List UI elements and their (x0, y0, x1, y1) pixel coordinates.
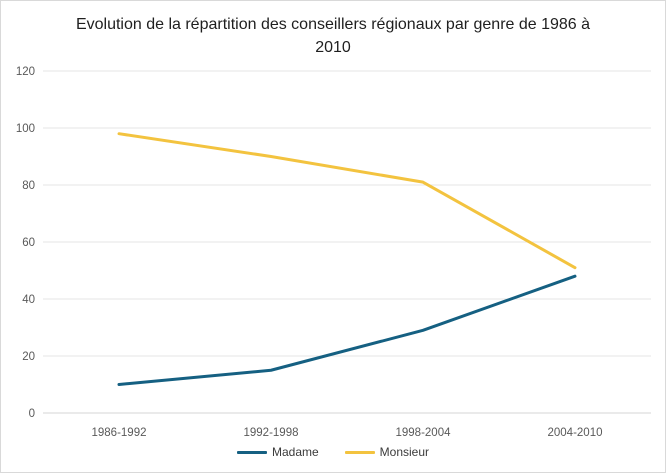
y-tick-label: 40 (22, 294, 35, 306)
legend-label: Monsieur (379, 445, 430, 459)
legend-swatch-madame (236, 450, 267, 454)
chart-legend: Madame Monsieur (1, 445, 665, 459)
y-tick-label: 0 (29, 408, 35, 420)
y-tick-label: 60 (22, 237, 35, 249)
series-line-madame (117, 274, 577, 386)
y-tick-label: 120 (16, 66, 35, 78)
x-tick-label: 1998-2004 (396, 427, 452, 439)
y-tick-label: 20 (22, 351, 35, 363)
legend-item-madame: Madame (236, 445, 319, 459)
legend-item-monsieur: Monsieur (344, 445, 430, 459)
y-tick-label: 100 (16, 123, 35, 135)
line-chart-plot-area: 0 20 40 60 80 100 120 1986-1992 1992-1998 1998-20… (16, 66, 651, 439)
legend-swatch-monsieur (344, 450, 375, 454)
x-tick-label: 1992-1998 (244, 427, 299, 439)
series-line-monsieur (117, 132, 577, 270)
x-tick-label: 1986-1992 (92, 427, 147, 439)
x-tick-label: 2004-2010 (548, 427, 603, 439)
y-tick-label: 80 (22, 180, 35, 192)
chart-title: Evolution de la répartition des conseill… (75, 16, 591, 56)
legend-label: Madame (271, 445, 319, 459)
